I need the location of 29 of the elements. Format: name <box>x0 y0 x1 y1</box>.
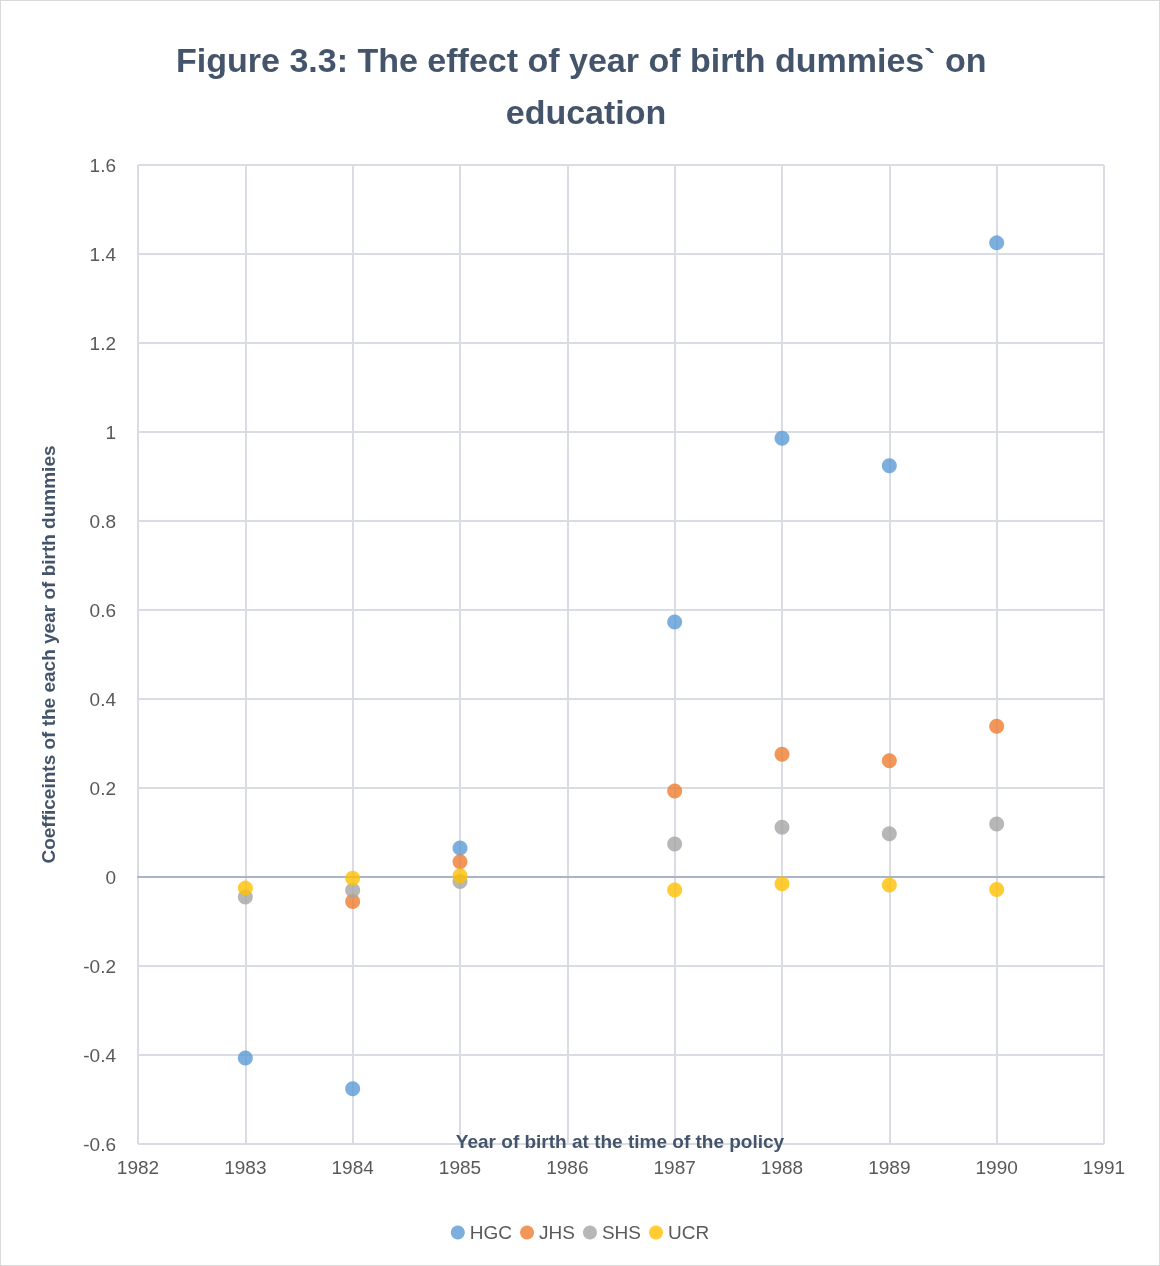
y-tick-label: 0.4 <box>89 688 117 710</box>
y-tick-label: -0.6 <box>83 1133 116 1155</box>
x-tick-label: 1984 <box>331 1157 375 1178</box>
x-tick-label: 1983 <box>224 1157 267 1178</box>
y-tick-label: -0.2 <box>83 955 116 977</box>
x-tick-label: 1990 <box>975 1157 1018 1178</box>
x-tick-label: 1986 <box>546 1157 589 1178</box>
chart-title: Figure 3.3: The effect of year of birth dummies` on education <box>176 41 996 131</box>
legend-label: UCR <box>668 1222 710 1243</box>
x-tick-label: 1988 <box>760 1157 804 1178</box>
x-tick-label: 1991 <box>1082 1157 1126 1178</box>
y-tick-label: 1.2 <box>89 332 116 354</box>
y-tick-label: 0.2 <box>89 777 116 799</box>
y-tick-label: 0 <box>105 866 116 888</box>
x-tick-label: 1982 <box>116 1157 160 1178</box>
x-tick-label: 1987 <box>653 1157 696 1178</box>
legend-label: HGC <box>469 1222 513 1243</box>
y-tick-label: 0.8 <box>89 510 116 532</box>
x-tick-label: 1989 <box>868 1157 911 1178</box>
x-axis-title: Year of birth at the time of the policy <box>455 1131 785 1152</box>
x-tick-label: 1985 <box>438 1157 482 1178</box>
y-tick-label: 0.6 <box>89 599 116 621</box>
y-tick-label: 1 <box>105 421 116 443</box>
y-axis-title: Coefficeints of the each year of birth dummies <box>38 445 59 864</box>
legend-label: SHS <box>601 1222 642 1243</box>
y-tick-label: 1.4 <box>89 243 117 265</box>
y-tick-label: 1.6 <box>89 154 116 176</box>
legend-label: JHS <box>539 1222 575 1243</box>
y-tick-label: -0.4 <box>83 1044 117 1066</box>
